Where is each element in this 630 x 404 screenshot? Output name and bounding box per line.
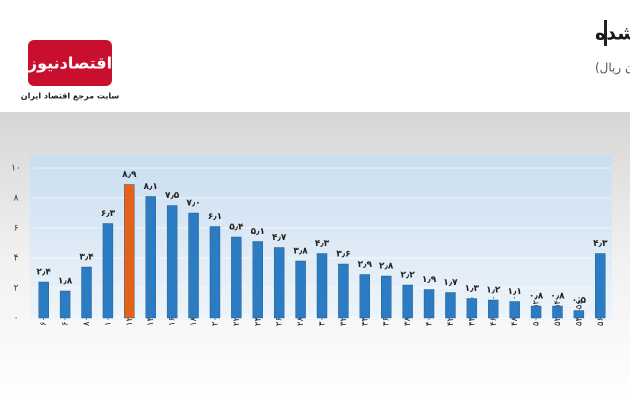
chart-subtitle: بر حسب قيمت يک متر مربع بنا (ميليون ريال… [595,61,630,76]
bar [445,292,456,319]
bar [595,253,606,319]
bar [573,310,585,319]
bar [38,281,49,319]
data-label: ۶٫۱ [208,212,222,222]
data-label: ۸٫۹ [122,170,137,180]
bar [209,226,221,319]
y-tick-label: ۶ [14,224,19,234]
data-label: ۰٫۸ [529,292,544,302]
data-label: ۱٫۸ [58,277,73,287]
data-label: ۴٫۳ [593,239,608,249]
data-label: ۷٫۵ [165,191,180,201]
data-label: ۲٫۹ [358,260,373,270]
data-label: ۴٫۳ [315,239,330,249]
y-tick-label: ۴ [14,254,19,264]
data-label: ۳٫۸ [293,247,308,257]
logo-tagline: سایت مرجع اقتصاد ایران [21,92,120,101]
data-label: ۲٫۴ [37,268,52,278]
bar [381,275,392,319]
data-label: ۳٫۴ [79,253,94,263]
data-label: ۰٫۸ [550,292,565,302]
y-tick-label: ۰ [14,314,19,324]
data-label: ۲٫۲ [400,271,415,281]
logo-box [28,40,112,86]
data-label: ۱٫۱ [507,287,521,297]
data-label: ۶٫۳ [101,209,116,219]
bar [530,305,542,319]
bar [166,205,178,319]
bar [359,274,371,319]
bar [423,289,435,319]
data-label: ۴٫۷ [272,233,287,243]
bar [295,260,306,319]
bar [124,184,135,319]
bar [188,212,199,319]
y-tick-label: ۱۰ [11,164,21,174]
bar [102,223,114,319]
bar [488,299,499,319]
data-label: ۵٫۴ [229,223,244,233]
data-label: ۱٫۷ [443,278,458,288]
bar [145,196,156,319]
chart-title: توزيع فراواني تعداد واحدهاي مسكوني معامل… [595,23,630,46]
bar [252,241,263,319]
bar [338,263,349,319]
data-label: ۱٫۳ [465,284,480,294]
title-separator [604,20,607,46]
data-label: ۲٫۸ [379,262,394,272]
data-label: ۵٫۱ [251,227,265,237]
bar [466,298,478,319]
bar [552,305,563,319]
bar [59,290,71,319]
data-label: ۱٫۲ [486,286,501,296]
bar [81,266,92,319]
bar [231,236,242,319]
bar [316,253,328,319]
data-label: ۸٫۱ [144,182,158,192]
y-tick-label: ۸ [14,194,19,204]
data-label: ۷٫۰ [186,199,200,209]
logo-text: اقتصادنیوز [27,54,112,73]
bar [273,247,285,319]
bar [402,284,413,319]
y-tick-label: ۲ [14,284,19,294]
data-label: ۰٫۵ [572,296,587,306]
data-label: ۳٫۶ [336,250,350,260]
data-label: ۱٫۹ [422,275,437,285]
bar [509,301,520,319]
